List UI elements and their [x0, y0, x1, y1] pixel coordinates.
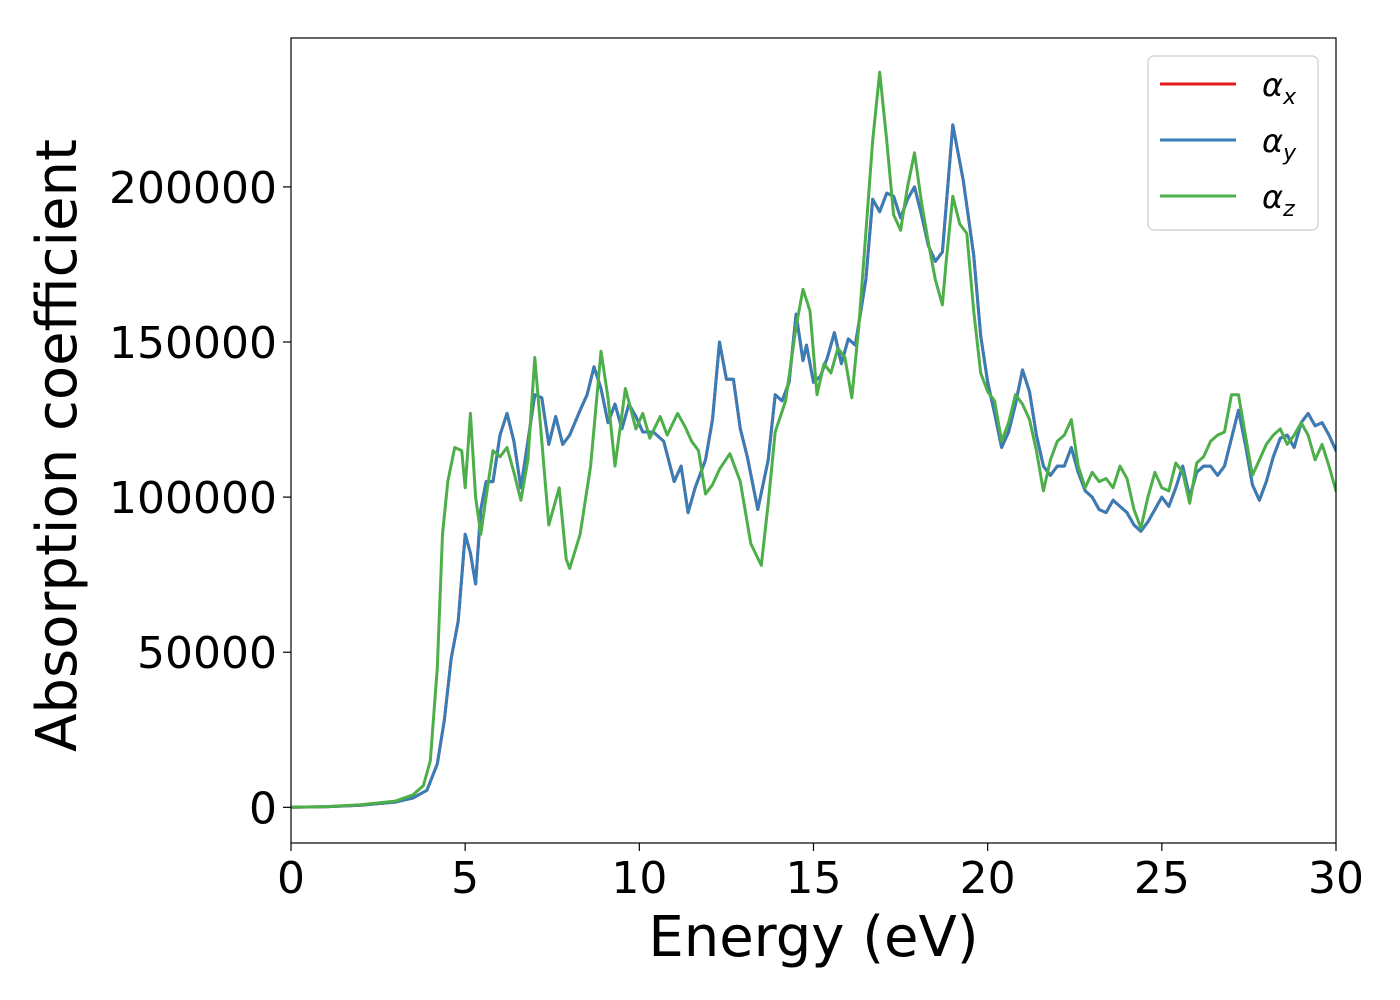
x-tick-label: 10: [611, 853, 667, 904]
x-tick-label: 15: [786, 853, 842, 904]
legend-label-y: αy: [1262, 122, 1297, 166]
x-axis-ticks: 0 5 10 15 20 25 30: [277, 843, 1364, 904]
y-axis-title: Absorption coefficient: [25, 139, 90, 752]
y-axis-ticks: 0 50000 100000 150000 200000: [109, 163, 291, 834]
y-tick-label: 0: [249, 783, 277, 834]
series-line-z: [291, 70, 1336, 809]
x-tick-label: 25: [1134, 853, 1190, 904]
x-tick-label: 30: [1308, 853, 1364, 904]
plot-lines: [291, 70, 1336, 809]
x-tick-label: 5: [451, 853, 479, 904]
x-tick-label: 20: [960, 853, 1016, 904]
series-line-y: [291, 123, 1336, 809]
x-axis-title: Energy (eV): [648, 905, 978, 970]
y-tick-label: 200000: [109, 163, 277, 214]
y-tick-label: 50000: [137, 628, 277, 679]
x-tick-label: 0: [277, 853, 305, 904]
y-tick-label: 100000: [109, 473, 277, 524]
legend: αx αy αz: [1147, 55, 1319, 231]
legend-label-z: αz: [1262, 178, 1295, 222]
legend-label-x: αx: [1262, 66, 1297, 110]
y-tick-label: 150000: [109, 318, 277, 369]
legend-box: [1147, 55, 1319, 231]
